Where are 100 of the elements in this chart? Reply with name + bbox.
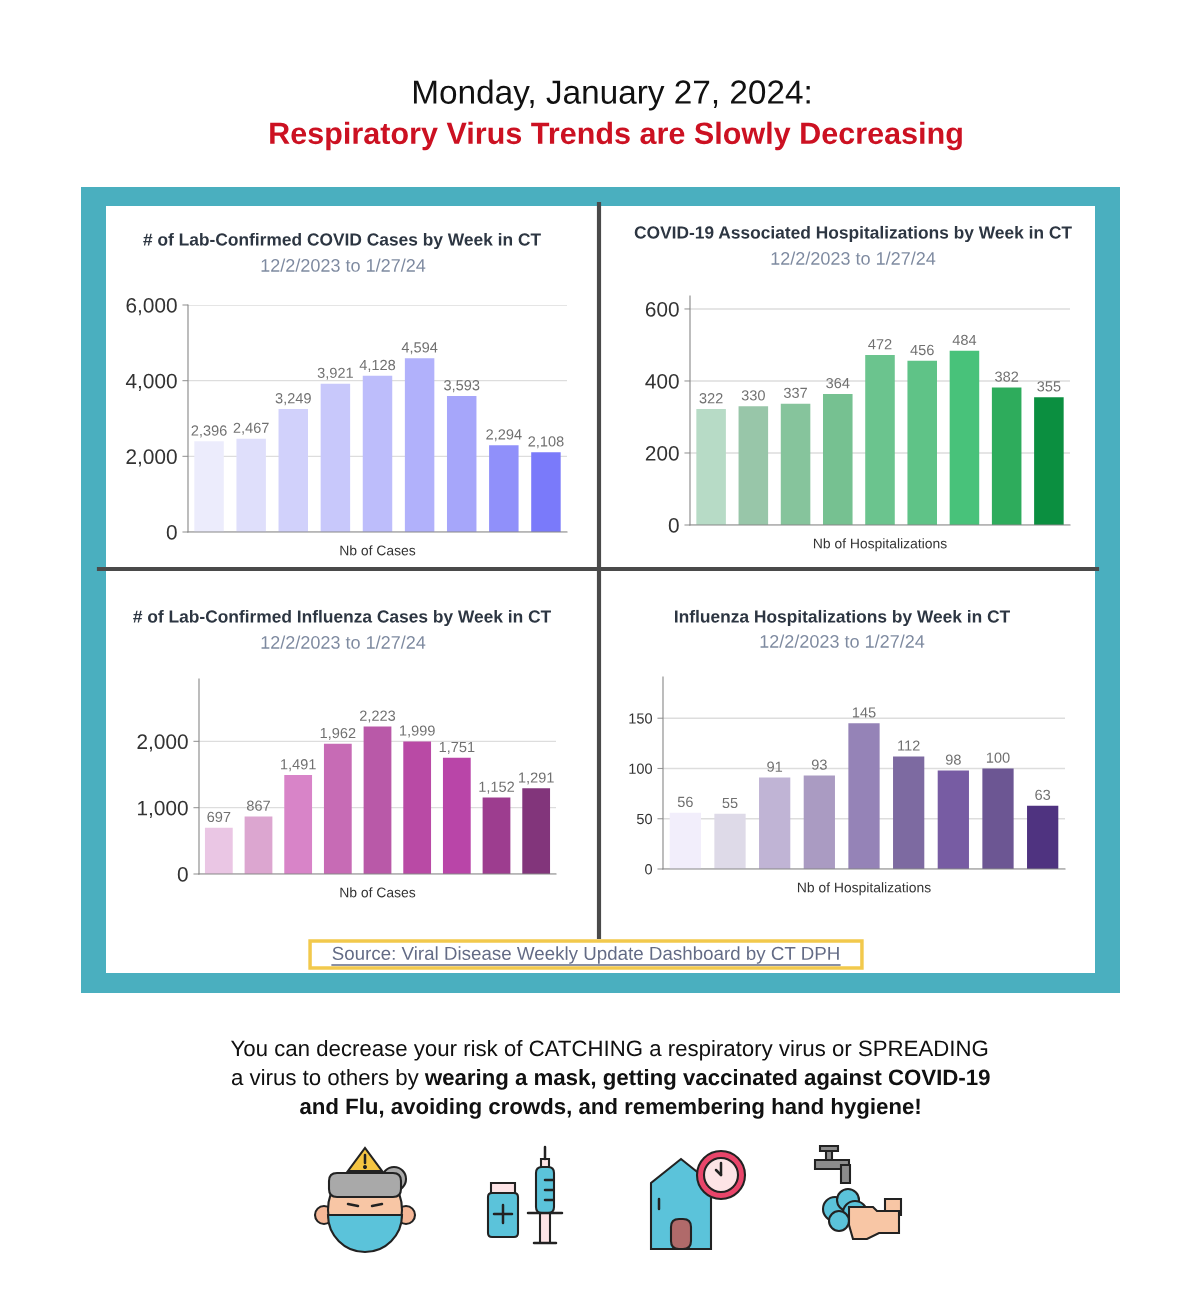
- y-tick-label: 600: [645, 301, 679, 317]
- text: Respiratory Virus Trends are Slowly Decreasing: [270, 121, 962, 151]
- y-tick-label: 100: [629, 763, 653, 774]
- bar: [194, 441, 224, 532]
- data-label: 867: [246, 800, 270, 811]
- data-label: 1,491: [281, 759, 316, 772]
- y-tick-label: 200: [645, 445, 679, 461]
- bar: [991, 387, 1022, 525]
- bar: [278, 409, 309, 532]
- data-label: 145: [852, 707, 876, 718]
- data-label: 2,294: [486, 429, 522, 442]
- data-label: 697: [207, 811, 231, 823]
- bar: [780, 403, 811, 525]
- chart-title: Influenza Hospitalizations by Week in CT: [675, 609, 1010, 627]
- bar: [803, 775, 835, 869]
- chart-subtitle: 12/2/2023 to 1/27/24: [760, 634, 925, 648]
- data-label: 322: [699, 393, 723, 404]
- bar: [236, 438, 266, 532]
- data-label: 1,291: [519, 772, 554, 785]
- bar: [522, 788, 551, 874]
- y-tick-label: 150: [629, 713, 653, 724]
- data-label: 93: [811, 759, 827, 770]
- data-label: 337: [783, 387, 807, 398]
- bar: [482, 797, 511, 874]
- data-label: 3,249: [275, 393, 311, 406]
- bar: [738, 406, 769, 525]
- y-tick-label: 0: [166, 525, 177, 540]
- y-tick-label: 0: [645, 864, 653, 875]
- text: Monday, January 27, 2024:: [413, 79, 810, 111]
- bar: [823, 393, 853, 525]
- y-tick-label: 0: [177, 867, 188, 882]
- bar: [907, 360, 937, 525]
- data-label: 1,751: [439, 742, 475, 754]
- bar: [1034, 397, 1064, 525]
- x-axis-title: Nb of Hospitalizations: [797, 882, 931, 896]
- text: You can decrease your risk of CATCHING a respiratory virus or SPREADING: [230, 1039, 988, 1061]
- data-label: 484: [952, 334, 977, 346]
- data-label: 382: [995, 371, 1019, 382]
- data-label: 100: [986, 752, 1010, 763]
- chart-title: COVID-19 Associated Hospitalizations by Week in CT: [634, 225, 1072, 243]
- x-axis-title: Nb of Cases: [340, 887, 416, 898]
- bar: [244, 816, 273, 874]
- data-label: 4,594: [401, 342, 438, 355]
- chart-subtitle: 12/2/2023 to 1/27/24: [261, 635, 426, 649]
- bar: [696, 409, 726, 525]
- bar: [865, 355, 895, 525]
- bar: [204, 827, 233, 874]
- data-label: 472: [868, 339, 892, 350]
- bar: [848, 723, 880, 869]
- y-tick-label: 4,000: [125, 373, 177, 391]
- bar: [669, 812, 701, 869]
- bar: [323, 743, 352, 874]
- data-label: 3,921: [317, 367, 353, 380]
- chart-subtitle: 12/2/2023 to 1/27/24: [771, 251, 936, 265]
- data-label: 2,467: [233, 422, 269, 435]
- bar: [284, 775, 313, 874]
- text: wearing a mask, getting vaccinated against COVID-19: [424, 1068, 990, 1090]
- data-label: 1,152: [479, 781, 515, 794]
- x-axis-title: Nb of Hospitalizations: [813, 538, 947, 552]
- chart-subtitle: 12/2/2023 to 1/27/24: [261, 258, 426, 272]
- bar: [759, 777, 791, 869]
- bar: [404, 358, 435, 532]
- bar: [403, 741, 432, 874]
- y-tick-label: 50: [636, 813, 653, 825]
- data-label: 91: [767, 761, 783, 772]
- bar: [982, 768, 1014, 869]
- data-label: 1,999: [400, 725, 435, 738]
- data-label: 63: [1035, 789, 1051, 801]
- bar: [489, 445, 519, 532]
- data-label: 1,962: [320, 727, 356, 740]
- y-tick-label: 1,000: [138, 800, 188, 818]
- bar: [949, 350, 980, 525]
- data-label: 3,593: [444, 380, 480, 393]
- data-label: 330: [741, 390, 765, 401]
- y-tick-label: 0: [668, 518, 679, 533]
- y-tick-label: 6,000: [126, 298, 177, 316]
- data-label: 2,223: [359, 710, 396, 723]
- bar: [1027, 805, 1059, 869]
- x-axis-title: Nb of Cases: [340, 545, 416, 556]
- bar: [442, 757, 471, 874]
- data-label: 355: [1037, 381, 1061, 392]
- data-label: 364: [826, 377, 850, 389]
- y-tick-label: 400: [645, 373, 679, 389]
- y-tick-label: 2,000: [126, 449, 177, 467]
- data-label: 456: [910, 344, 934, 356]
- chart-title: # of Lab-Confirmed Influenza Cases by Week in CT: [133, 609, 552, 627]
- chart-title: # of Lab-Confirmed COVID Cases by Week in CT: [143, 232, 541, 250]
- bar: [362, 375, 393, 532]
- y-tick-label: 2,000: [137, 734, 188, 752]
- bar: [531, 452, 561, 532]
- text: and Flu, avoiding crowds, and remembering hand hygiene!: [300, 1097, 920, 1119]
- data-label: 112: [898, 740, 920, 751]
- bar: [320, 383, 351, 532]
- data-label: 4,128: [359, 359, 396, 372]
- bar: [363, 726, 392, 874]
- data-label: 2,396: [191, 425, 227, 438]
- source-note: Source: Viral Disease Weekly Update Dashboard by CT DPH: [332, 946, 839, 964]
- text: a virus to others by: [231, 1068, 419, 1090]
- data-label: 56: [677, 796, 693, 808]
- data-label: 55: [722, 797, 738, 809]
